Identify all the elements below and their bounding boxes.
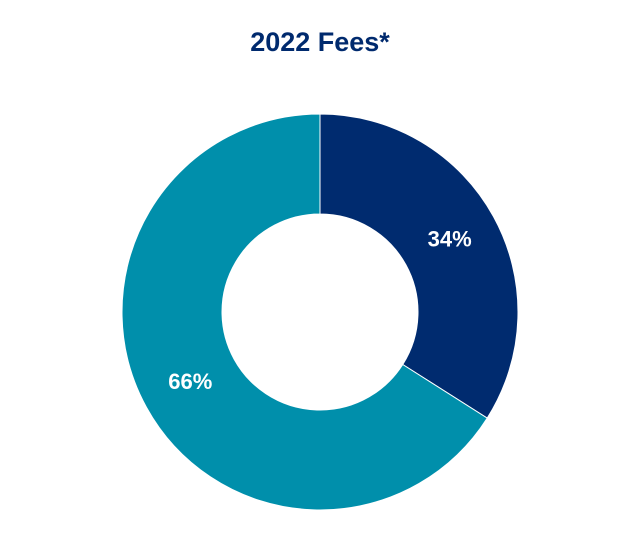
slices-group [121, 113, 519, 511]
slice-label-2: 66% [168, 369, 212, 394]
donut-slice-2 [121, 113, 488, 511]
donut-slice-1 [319, 113, 519, 419]
slice-label-1: 34% [428, 227, 472, 252]
labels-group: 34% 66% [168, 227, 471, 395]
chart-title: 2022 Fees* [250, 27, 390, 57]
